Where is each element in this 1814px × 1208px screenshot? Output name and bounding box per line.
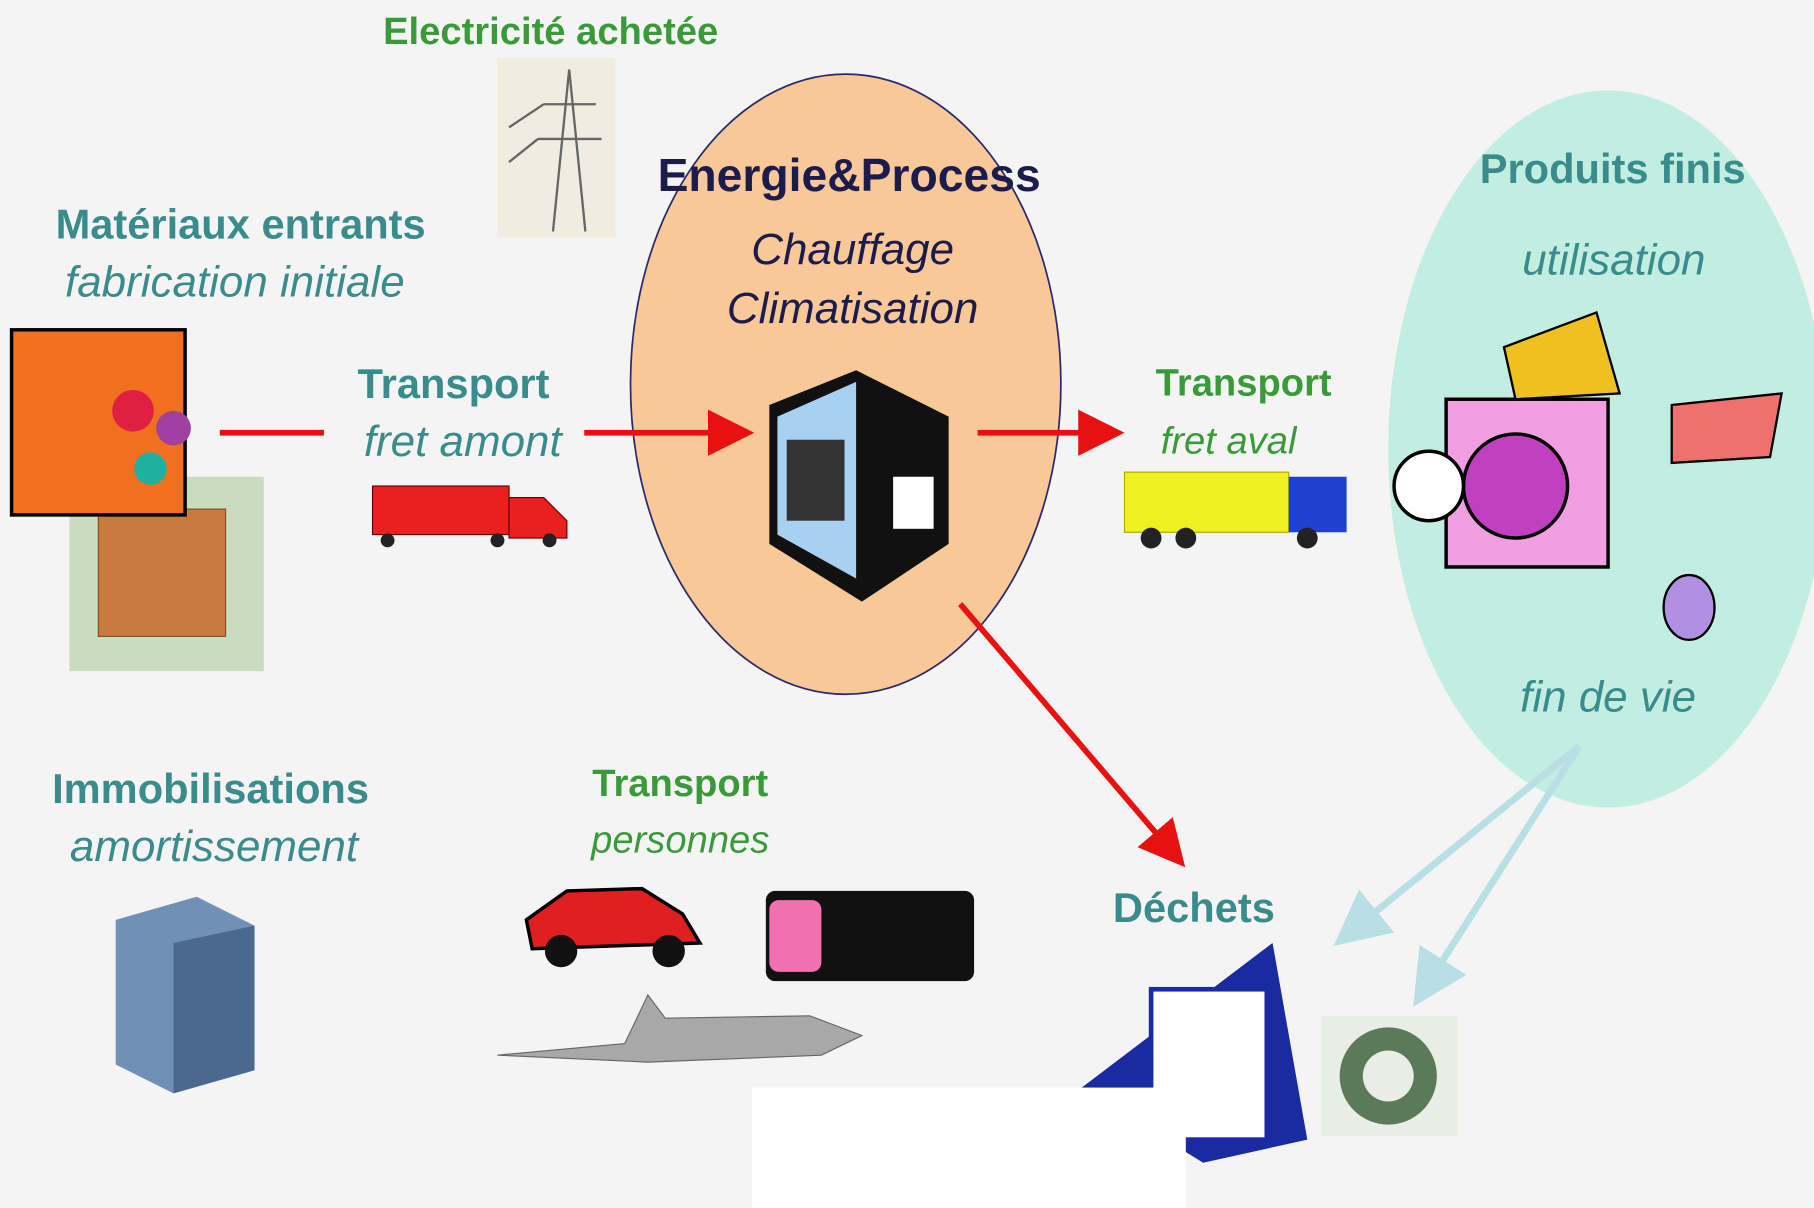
label: Immobilisations <box>52 765 369 812</box>
label: Produits finis <box>1480 145 1746 192</box>
label: fin de vie <box>1520 673 1696 722</box>
label: Transport <box>592 762 768 805</box>
label: Transport <box>358 360 550 407</box>
label: Transport <box>1156 362 1332 405</box>
label: Energie&Process <box>658 149 1041 201</box>
label: Déchets <box>1113 884 1275 931</box>
diagram: Electricité achetée Energie&Process Chau… <box>0 0 1814 1208</box>
label: fret amont <box>364 417 564 466</box>
label: Climatisation <box>727 284 979 333</box>
label: Chauffage <box>751 225 954 274</box>
label: amortissement <box>70 822 360 871</box>
blank-box <box>752 1088 1186 1208</box>
label: personnes <box>590 819 769 862</box>
label: utilisation <box>1522 235 1705 284</box>
page: Electricité achetée Energie&Process Chau… <box>0 0 1814 1208</box>
building-icon <box>116 897 255 1094</box>
label: Electricité achetée <box>383 10 718 53</box>
label: fabrication initiale <box>65 257 405 306</box>
recycle-icon <box>1321 1016 1458 1136</box>
pylon-icon <box>497 58 615 237</box>
label: Matériaux entrants <box>56 200 426 247</box>
label: fret aval <box>1161 420 1298 463</box>
